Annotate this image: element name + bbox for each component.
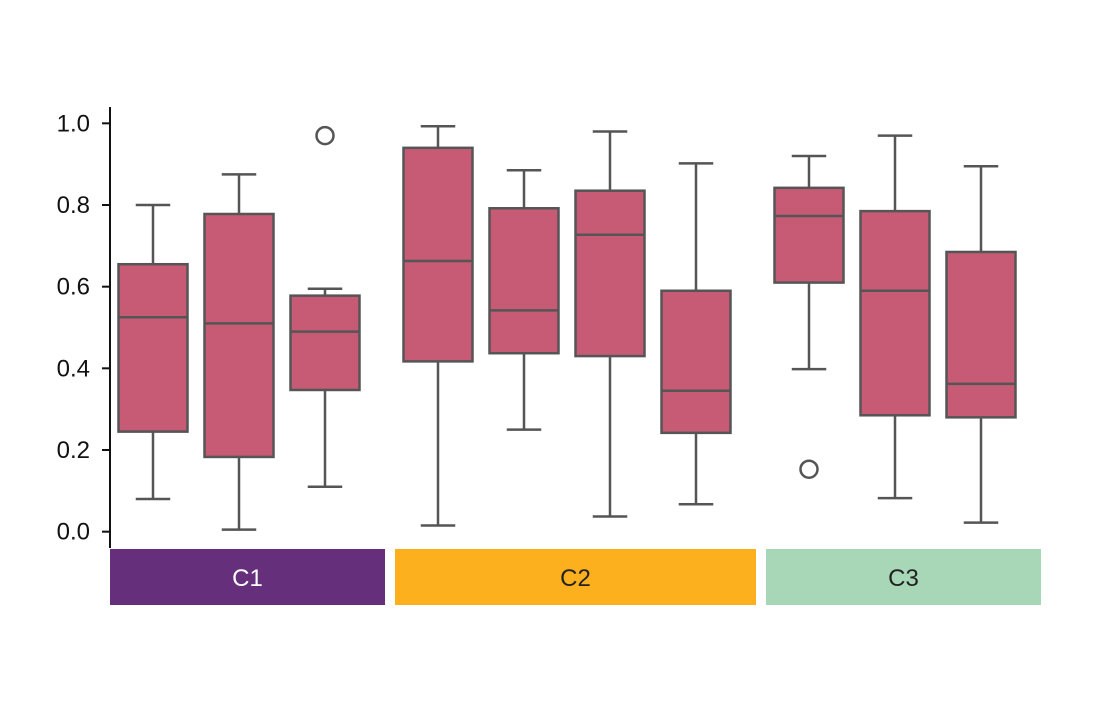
box-C1-3 [289, 125, 361, 488]
box-C2-2 [488, 169, 560, 431]
box-iqr [117, 262, 189, 433]
y-tick-label: 0.6 [57, 274, 90, 301]
box-C2-4 [660, 162, 732, 506]
box-C2-1 [402, 124, 474, 527]
box-iqr [859, 209, 931, 417]
box-C1-2 [203, 173, 275, 531]
box-C2-3 [574, 130, 646, 518]
box-iqr [660, 289, 732, 435]
outlier-point [799, 459, 819, 479]
box-iqr [773, 186, 845, 284]
box-iqr [289, 294, 361, 392]
group-bands: C1 C2 C3 [110, 549, 1041, 605]
box-C3-1 [773, 154, 845, 479]
box-iqr [402, 146, 474, 363]
group-label-C1: C1 [232, 565, 263, 592]
box-plot-area [117, 124, 1017, 531]
box-iqr [488, 207, 560, 355]
y-tick-label: 0.8 [57, 192, 90, 219]
group-band-C1 [110, 549, 385, 605]
box-iqr [203, 212, 275, 459]
box-iqr [945, 250, 1017, 419]
box-iqr [574, 189, 646, 358]
y-axis: 0.0 0.2 0.4 0.6 0.8 1.0 [57, 107, 111, 548]
y-tick-label: 0.2 [57, 437, 90, 464]
box-C3-2 [859, 134, 931, 500]
y-tick-label: 1.0 [57, 110, 90, 137]
y-tick-label: 0.4 [57, 355, 90, 382]
group-label-C2: C2 [560, 565, 591, 592]
group-band-C3 [766, 549, 1041, 605]
box-C3-3 [945, 164, 1017, 524]
outlier-point [315, 125, 335, 146]
group-label-C3: C3 [888, 565, 919, 592]
y-tick-label: 0.0 [57, 519, 90, 546]
group-band-C2 [395, 549, 756, 605]
box-C1-1 [117, 203, 189, 501]
